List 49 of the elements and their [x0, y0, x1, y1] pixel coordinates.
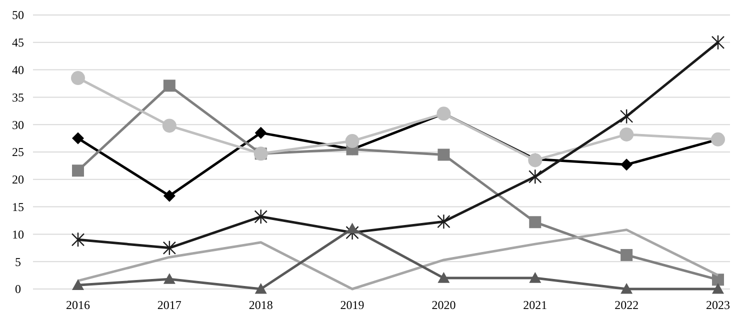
point: [72, 164, 84, 177]
x-tick-label: 2016: [66, 298, 90, 312]
point: [620, 127, 634, 142]
point: [620, 249, 633, 262]
point: [72, 279, 84, 290]
point: [438, 148, 450, 161]
point: [346, 222, 358, 234]
point: [620, 158, 633, 171]
x-tick-label: 2022: [614, 298, 639, 312]
x-tick-label: 2017: [157, 298, 182, 312]
x-tick-label: 2021: [523, 298, 548, 312]
point: [345, 134, 360, 148]
point: [620, 283, 633, 294]
y-tick-label: 5: [15, 254, 21, 269]
point: [437, 214, 450, 230]
point: [620, 108, 634, 124]
point: [163, 80, 176, 92]
y-tick-label: 25: [12, 145, 24, 160]
x-tick-label: 2020: [432, 298, 456, 312]
point: [71, 232, 85, 248]
x-tick-label: 2018: [248, 298, 273, 312]
point: [254, 283, 267, 294]
point: [711, 34, 725, 50]
point: [528, 169, 542, 184]
point: [712, 274, 724, 286]
point: [254, 126, 267, 139]
x-tick-label: 2023: [706, 298, 730, 312]
point: [162, 118, 176, 133]
point: [71, 71, 85, 86]
y-tick-label: 45: [12, 36, 24, 50]
y-tick-label: 35: [12, 90, 24, 104]
point: [529, 272, 542, 283]
y-tick-label: 40: [12, 63, 24, 77]
y-tick-label: 0: [15, 282, 21, 296]
point: [254, 209, 268, 224]
point: [712, 283, 724, 294]
point: [346, 224, 359, 240]
point: [438, 272, 450, 283]
point: [72, 132, 84, 144]
x-tick-label: 2019: [340, 298, 364, 312]
point: [162, 240, 176, 256]
y-tick-label: 30: [12, 118, 24, 132]
y-tick-label: 20: [12, 172, 24, 187]
point: [163, 190, 176, 202]
y-tick-label: 15: [12, 200, 24, 214]
point: [529, 216, 542, 228]
y-tick-label: 50: [12, 8, 24, 22]
y-tick-label: 10: [12, 227, 24, 242]
point: [163, 273, 176, 284]
